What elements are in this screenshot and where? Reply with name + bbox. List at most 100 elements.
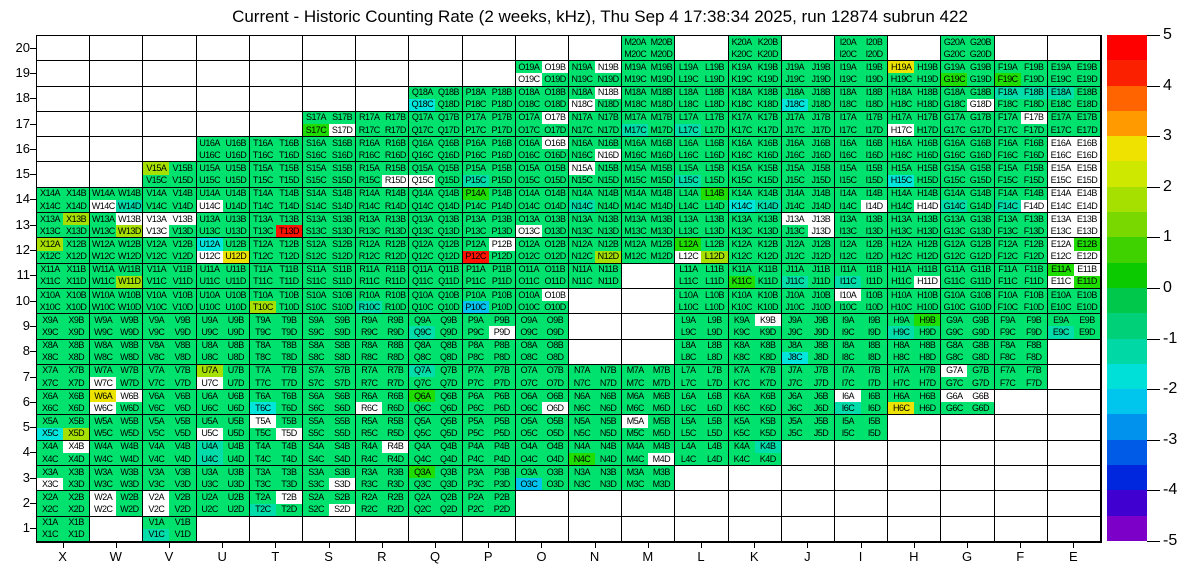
cell-V5: V5A V5B V5C V5D: [143, 415, 197, 441]
channel-F10B: F10B: [1020, 288, 1047, 302]
channel-V10A: V10A: [143, 288, 170, 302]
channel-L13B: L13B: [701, 213, 728, 226]
cell-W16: [90, 137, 144, 163]
x-tick-label-W: W: [109, 549, 122, 564]
y-tick: [30, 376, 36, 378]
y-tick: [30, 528, 36, 530]
x-tick-label-E: E: [1069, 549, 1078, 564]
cell-E1: [1047, 516, 1101, 542]
channel-R16A: R16A: [356, 137, 383, 150]
channel-W11A: W11A: [90, 263, 117, 276]
channel-P10A: P10A: [462, 288, 489, 302]
channel-O4C: O4C: [515, 452, 542, 466]
cell-W2: W2A W2B W2C W2D: [90, 491, 144, 517]
channel-R15C: R15C: [356, 174, 383, 187]
cell-I3: [835, 466, 889, 492]
channel-L8A: L8A: [675, 339, 702, 352]
channel-E18B: E18B: [1073, 86, 1100, 99]
channel-X5C: X5C: [37, 427, 64, 440]
channel-J12A: J12A: [781, 238, 808, 251]
channel-Q18C: Q18C: [409, 98, 436, 111]
channel-Q14D: Q14D: [435, 199, 462, 213]
channel-S8A: S8A: [303, 339, 330, 352]
cell-Q20: [409, 36, 463, 62]
cell-W5: W5A W5B W5C W5D: [90, 415, 144, 441]
channel-J10A: J10A: [781, 288, 808, 302]
channel-K6D: K6D: [754, 402, 781, 415]
channel-H7C: H7C: [888, 377, 915, 390]
channel-O14C: O14C: [515, 199, 542, 213]
channel-P2B: P2B: [488, 491, 515, 504]
channel-H8C: H8C: [888, 351, 915, 364]
channel-S4A: S4A: [303, 440, 330, 453]
cell-H16: H16A H16B H16C H16D: [888, 137, 942, 163]
channel-Q9C: Q9C: [409, 326, 436, 339]
channel-G12B: G12B: [967, 238, 994, 251]
channel-P6C: P6C: [462, 402, 489, 415]
channel-N17A: N17A: [569, 111, 596, 125]
channel-U15B: U15B: [222, 162, 249, 175]
channel-H13D: H13D: [914, 225, 941, 238]
channel-J12B: J12B: [807, 238, 834, 251]
cell-N8: [569, 339, 623, 365]
channel-V14C: V14C: [143, 199, 170, 213]
channel-J12C: J12C: [781, 250, 808, 263]
cell-L17: L17A L17B L17C L17D: [675, 111, 729, 138]
channel-Q4A: Q4A: [409, 440, 436, 453]
channel-J6B: J6B: [807, 390, 834, 403]
cell-K13: K13A K13B K13C K13D: [728, 213, 782, 239]
channel-S7B: S7B: [329, 364, 356, 378]
cell-M18: M18A M18B M18C M18D: [622, 86, 676, 112]
cell-G3: [941, 466, 995, 492]
channel-I7A: I7A: [835, 364, 862, 378]
channel-K5D: K5D: [754, 427, 781, 440]
cell-W1: [90, 516, 144, 542]
channel-N5A: N5A: [569, 415, 596, 428]
y-tick: [30, 300, 36, 302]
channel-M7C: M7C: [622, 377, 649, 390]
channel-O14B: O14B: [541, 187, 568, 200]
colorbar-segment-18: [1107, 490, 1147, 516]
channel-M4C: M4C: [622, 452, 649, 466]
channel-G7A: G7A: [941, 364, 968, 378]
cell-F16: F16A F16B F16C F16D: [994, 137, 1048, 163]
channel-H11C: H11C: [888, 275, 915, 288]
channel-V5C: V5C: [143, 427, 170, 440]
cell-G16: G16A G16B G16C G16D: [941, 137, 995, 163]
channel-I10A: I10A: [835, 288, 862, 302]
channel-L5D: L5D: [701, 427, 728, 440]
channel-S10B: S10B: [329, 288, 356, 302]
cell-H8: H8A H8B H8C H8D: [888, 339, 942, 365]
cell-V14: V14A V14B V14C V14D: [143, 187, 197, 214]
colorbar-tick: [1147, 288, 1160, 289]
cell-Q18: Q18A Q18B Q18C Q18D: [409, 86, 463, 112]
x-tick: [1073, 542, 1075, 548]
cell-P18: P18A P18B P18C P18D: [462, 86, 516, 112]
channel-G16A: G16A: [941, 137, 968, 150]
channel-U5C: U5C: [196, 427, 223, 440]
x-tick-label-H: H: [909, 549, 919, 564]
channel-Q15D: Q15D: [435, 174, 462, 187]
channel-T16D: T16D: [275, 149, 302, 162]
channel-O13D: O13D: [541, 225, 568, 238]
channel-G9A: G9A: [941, 314, 968, 327]
channel-P6D: P6D: [488, 402, 515, 415]
channel-S12A: S12A: [303, 238, 330, 251]
channel-S4D: S4D: [329, 452, 356, 466]
channel-N5C: N5C: [569, 427, 596, 440]
channel-M14B: M14B: [648, 187, 675, 200]
cell-U3: U3A U3B U3C U3D: [196, 466, 250, 492]
cell-J20: [781, 36, 835, 62]
channel-O16C: O16C: [515, 149, 542, 162]
channel-N19B: N19B: [595, 61, 622, 74]
colorbar-label--3: -3: [1163, 430, 1178, 448]
cell-R2: R2A R2B R2C R2D: [356, 491, 410, 517]
channel-Q18A: Q18A: [409, 86, 436, 99]
cell-U10: U10A U10B U10C U10D: [196, 288, 250, 315]
channel-T9C: T9C: [249, 326, 276, 339]
channel-N12A: N12A: [569, 238, 596, 251]
cell-I12: I12A I12B I12C I12D: [835, 238, 889, 264]
channel-I17D: I17D: [861, 124, 888, 137]
cell-X4: X4A X4B X4C X4D: [37, 440, 91, 467]
x-tick: [488, 542, 490, 548]
